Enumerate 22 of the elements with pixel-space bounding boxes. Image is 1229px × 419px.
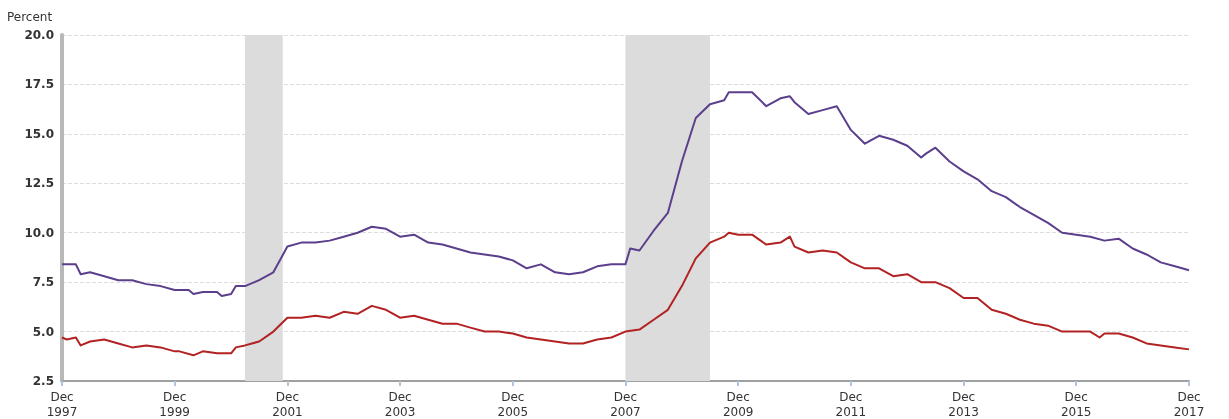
x-tick-label: Dec 2007 [610,389,641,419]
y-tick-label: 15.0 [24,126,54,141]
y-tick-label: 2.5 [32,374,54,388]
x-tick-label: Dec 2005 [497,389,529,419]
y-tick-label: 5.0 [32,324,54,339]
x-tick-label: Dec 2013 [948,389,979,419]
x-tick-label: Dec 2011 [835,389,867,419]
line-series [61,91,1190,297]
y-tick-label: 20.0 [24,28,54,42]
x-tick-label: Dec 2003 [384,389,416,419]
y-axis-title: Percent [7,10,53,24]
line-series [61,231,1190,357]
y-tick-label: 12.5 [24,176,54,191]
x-tick-label: Dec 2017 [1173,389,1205,419]
y-tick-label: 7.5 [32,275,54,290]
x-tick-label: Dec 1997 [46,389,78,419]
y-tick-label: 10.0 [24,225,54,240]
x-tick-label: Dec 1999 [159,389,190,419]
x-tick-label: Dec 2009 [722,389,754,419]
y-tick-label: 17.5 [24,77,54,92]
x-tick-label: Dec 2015 [1060,389,1092,419]
x-tick-label: Dec 2001 [272,389,303,419]
